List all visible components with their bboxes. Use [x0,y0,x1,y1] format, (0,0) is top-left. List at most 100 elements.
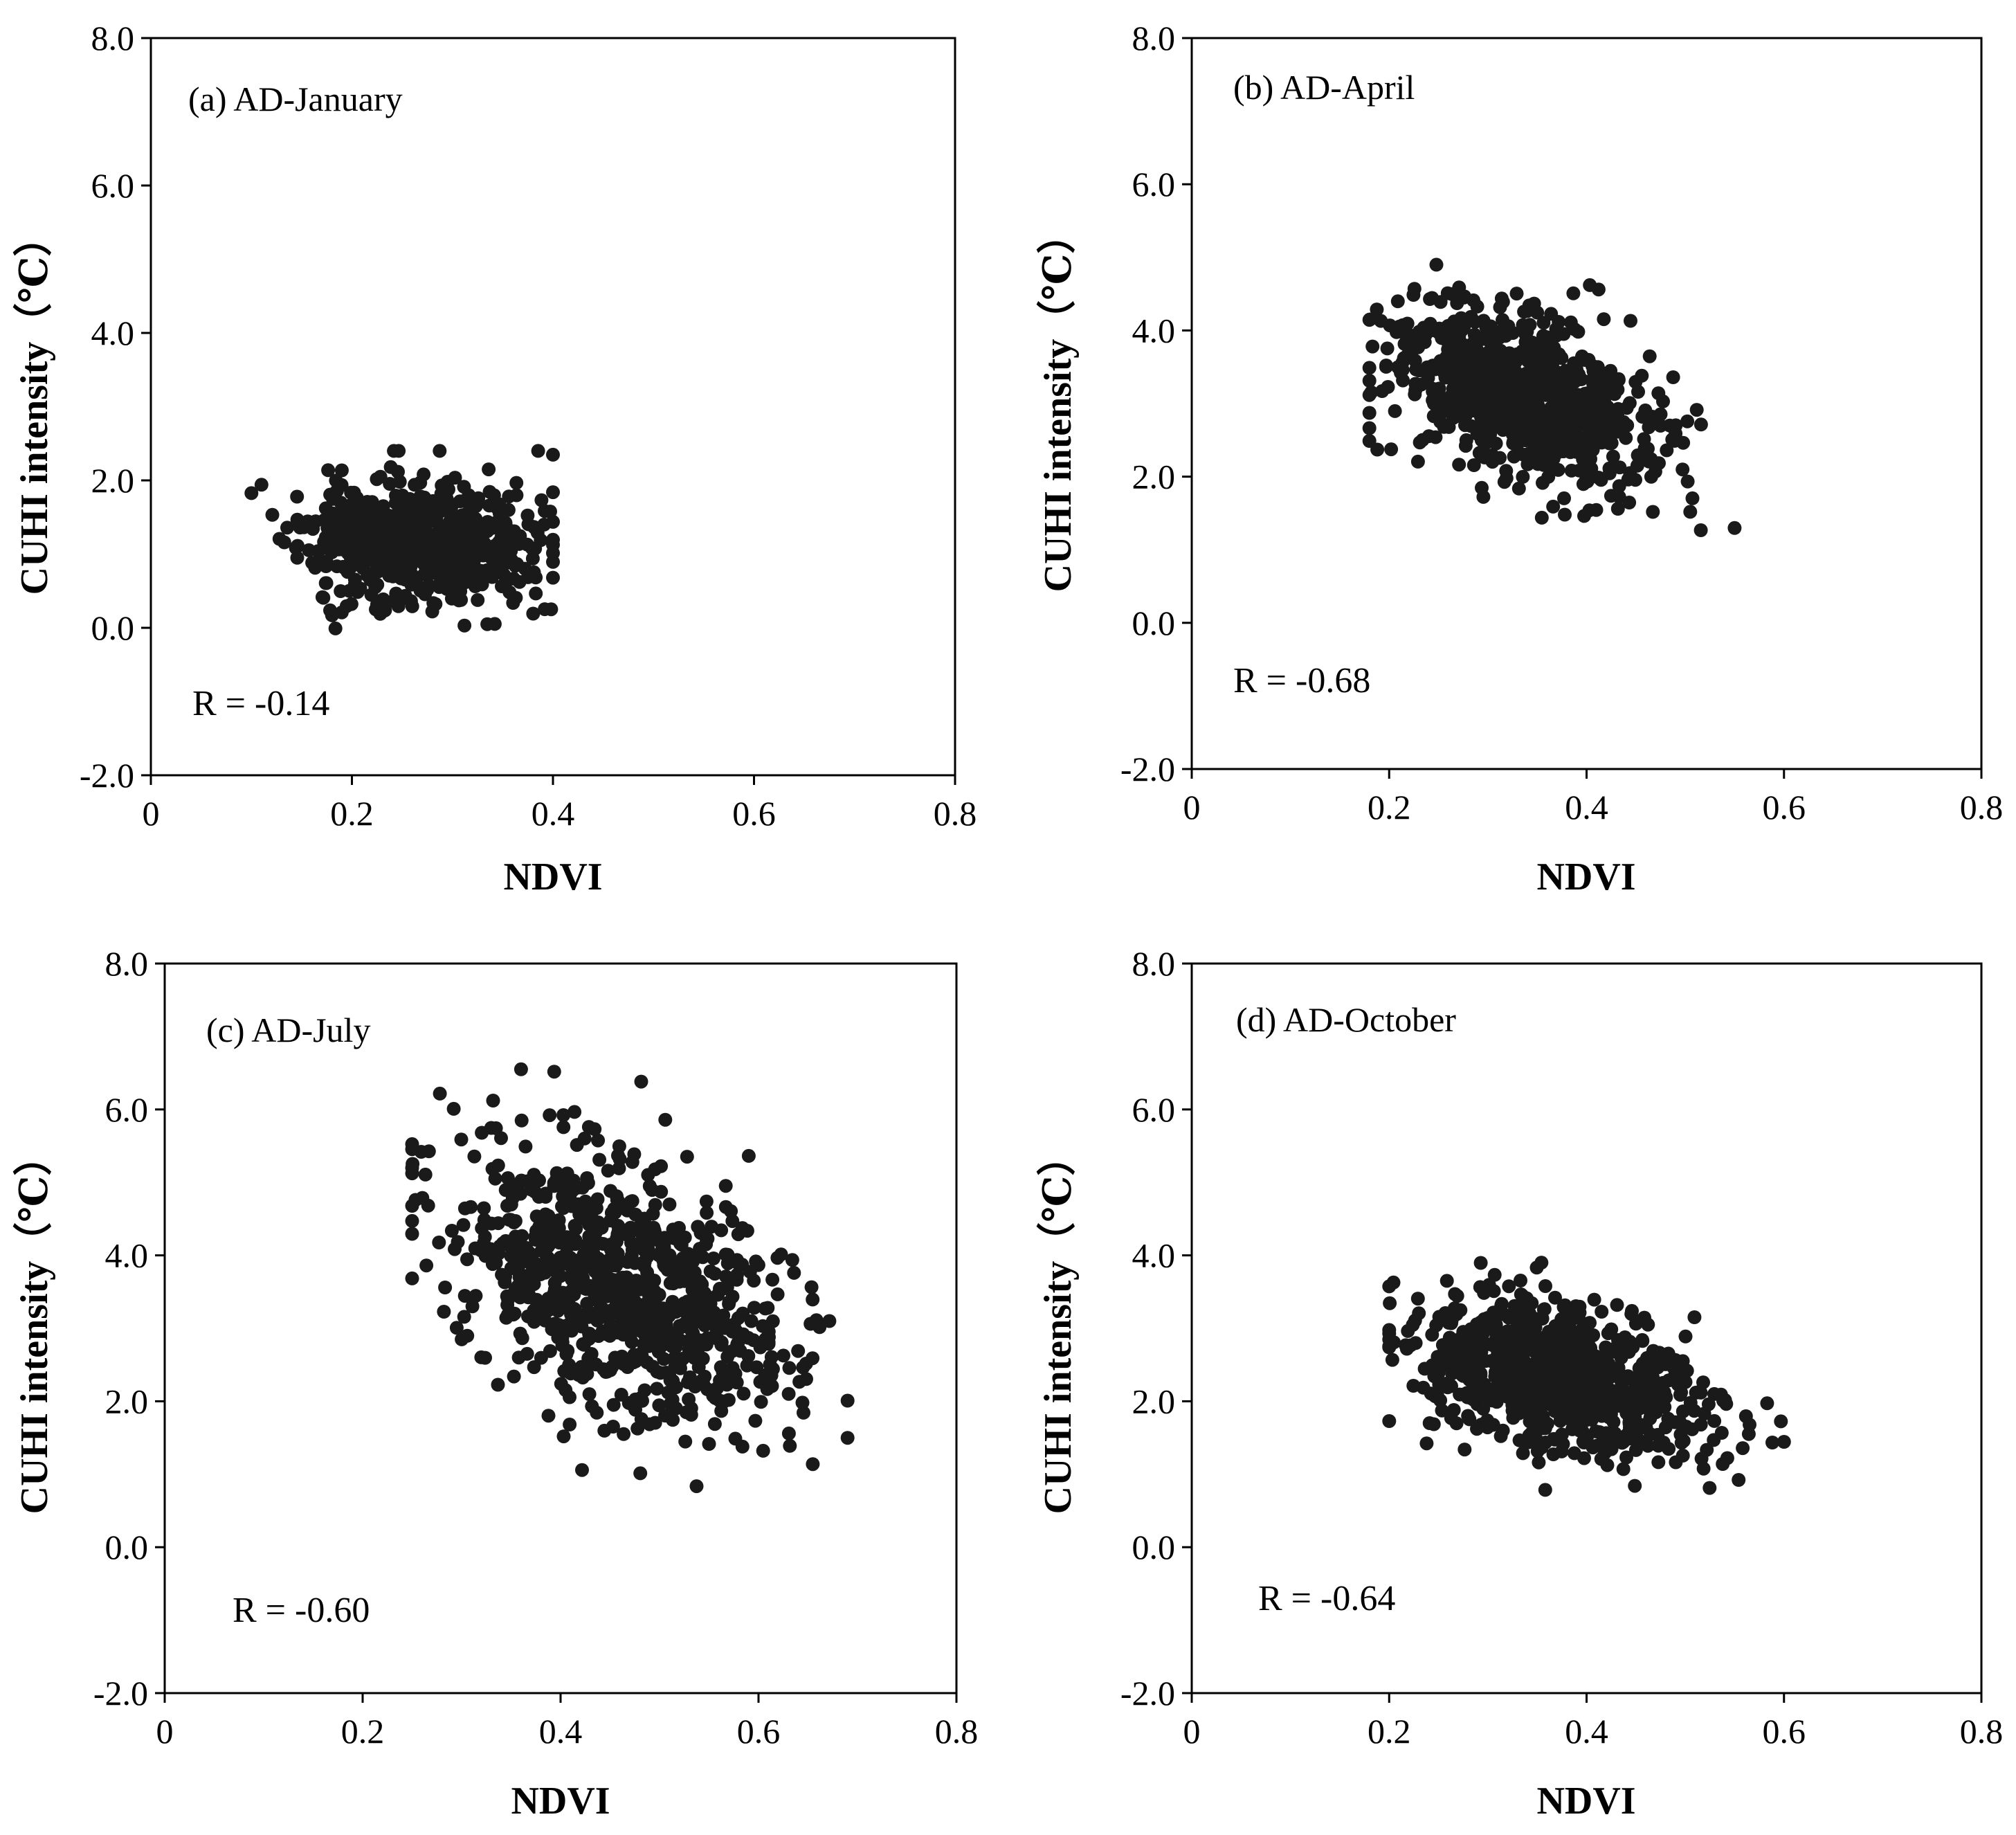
data-point [658,1112,673,1127]
data-point [747,1301,761,1315]
data-point [1557,491,1571,505]
data-point [477,1201,491,1215]
data-point [546,532,560,547]
data-point [527,565,541,579]
data-point [1595,417,1609,432]
data-point [736,1327,750,1341]
x-tick-label: 0 [143,794,160,833]
data-point [519,1240,534,1255]
data-point [1599,1340,1613,1355]
data-point [525,541,539,556]
data-point [1644,1408,1658,1422]
data-point [1702,1481,1717,1495]
x-tick-label: 0.4 [539,1712,583,1751]
data-point [612,1161,626,1175]
data-point [438,1281,453,1294]
data-point [637,1303,652,1317]
data-point [491,1377,505,1392]
data-point [1536,329,1550,343]
data-point [1466,1325,1480,1339]
data-point [488,539,502,553]
y-tick-label: 2.0 [1132,458,1176,496]
data-point [1516,469,1530,484]
y-tick-label: 0.0 [91,608,135,647]
data-point [725,1344,740,1358]
data-point [543,505,557,518]
data-point [374,604,389,619]
data-point [741,1148,756,1163]
data-point [381,508,396,523]
data-point [1619,1450,1633,1465]
data-point [774,1247,788,1262]
data-point [1408,1313,1422,1328]
data-point [1610,1298,1624,1312]
data-point [1471,388,1484,403]
y-tick-label: 6.0 [1132,1090,1176,1129]
data-point [1484,1382,1499,1397]
data-point [413,476,428,490]
scatter-points [244,444,560,635]
data-point [451,1235,465,1249]
data-point [1434,406,1449,420]
data-point [482,498,496,513]
data-point [601,1164,615,1178]
data-point [427,542,442,557]
data-point [1707,1413,1722,1428]
scatter-points [1382,1256,1791,1497]
data-point [1559,1364,1574,1378]
data-point [546,485,560,500]
correlation-label: R = -0.64 [1258,1579,1395,1618]
data-point [405,1213,419,1228]
data-point [1680,414,1695,428]
data-point [562,1236,576,1251]
data-point [750,1360,764,1375]
data-point [431,502,446,516]
data-point [1631,385,1645,399]
data-point [1534,510,1549,525]
data-point [1512,1322,1526,1337]
data-point [718,1247,733,1262]
data-point [616,1357,630,1371]
data-point [1556,1404,1570,1418]
correlation-label: R = -0.60 [233,1591,370,1630]
data-point [1727,521,1742,535]
data-point [783,1438,797,1453]
data-point [634,1412,648,1427]
data-point [482,485,497,499]
data-point [627,1348,642,1362]
data-point [1379,359,1393,374]
x-axis-title: NDVI [1536,856,1635,898]
x-tick-label: 0.6 [737,1712,781,1751]
data-point [498,549,512,563]
data-point [1540,1416,1554,1431]
data-point [430,566,444,580]
data-point [1529,397,1544,411]
data-point [1424,1386,1438,1401]
data-point [1641,1438,1655,1453]
data-point [1616,1462,1631,1476]
x-axis-title: NDVI [503,856,602,898]
data-point [700,1231,715,1246]
x-tick-label: 0.8 [1960,788,2004,826]
data-point [462,536,476,551]
data-point [1438,1306,1453,1320]
data-point [1608,1427,1622,1440]
data-point [718,1200,733,1214]
data-point [1382,1323,1397,1337]
data-point [1525,1429,1539,1443]
data-point [1516,1446,1530,1461]
data-point [454,593,469,607]
data-point [1440,1274,1454,1288]
data-point [1474,433,1489,447]
data-point [1491,1350,1506,1365]
data-point [403,491,417,506]
data-point [512,536,527,551]
data-point [488,1171,502,1186]
data-point [621,1310,635,1325]
data-point [475,577,489,592]
data-point [556,1285,570,1300]
data-point [340,565,355,579]
data-point [1466,458,1481,472]
data-point [334,584,348,598]
data-point [1661,1411,1676,1426]
